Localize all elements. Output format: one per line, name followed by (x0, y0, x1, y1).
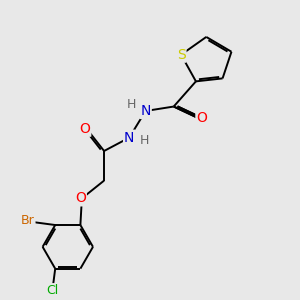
Text: O: O (196, 111, 207, 125)
Text: S: S (177, 48, 185, 62)
Text: Br: Br (21, 214, 34, 227)
Text: H: H (140, 134, 149, 147)
Text: H: H (127, 98, 136, 111)
Text: N: N (140, 104, 151, 118)
Text: O: O (80, 122, 90, 136)
Text: N: N (124, 130, 134, 145)
Text: O: O (75, 191, 86, 206)
Text: Cl: Cl (47, 284, 59, 297)
